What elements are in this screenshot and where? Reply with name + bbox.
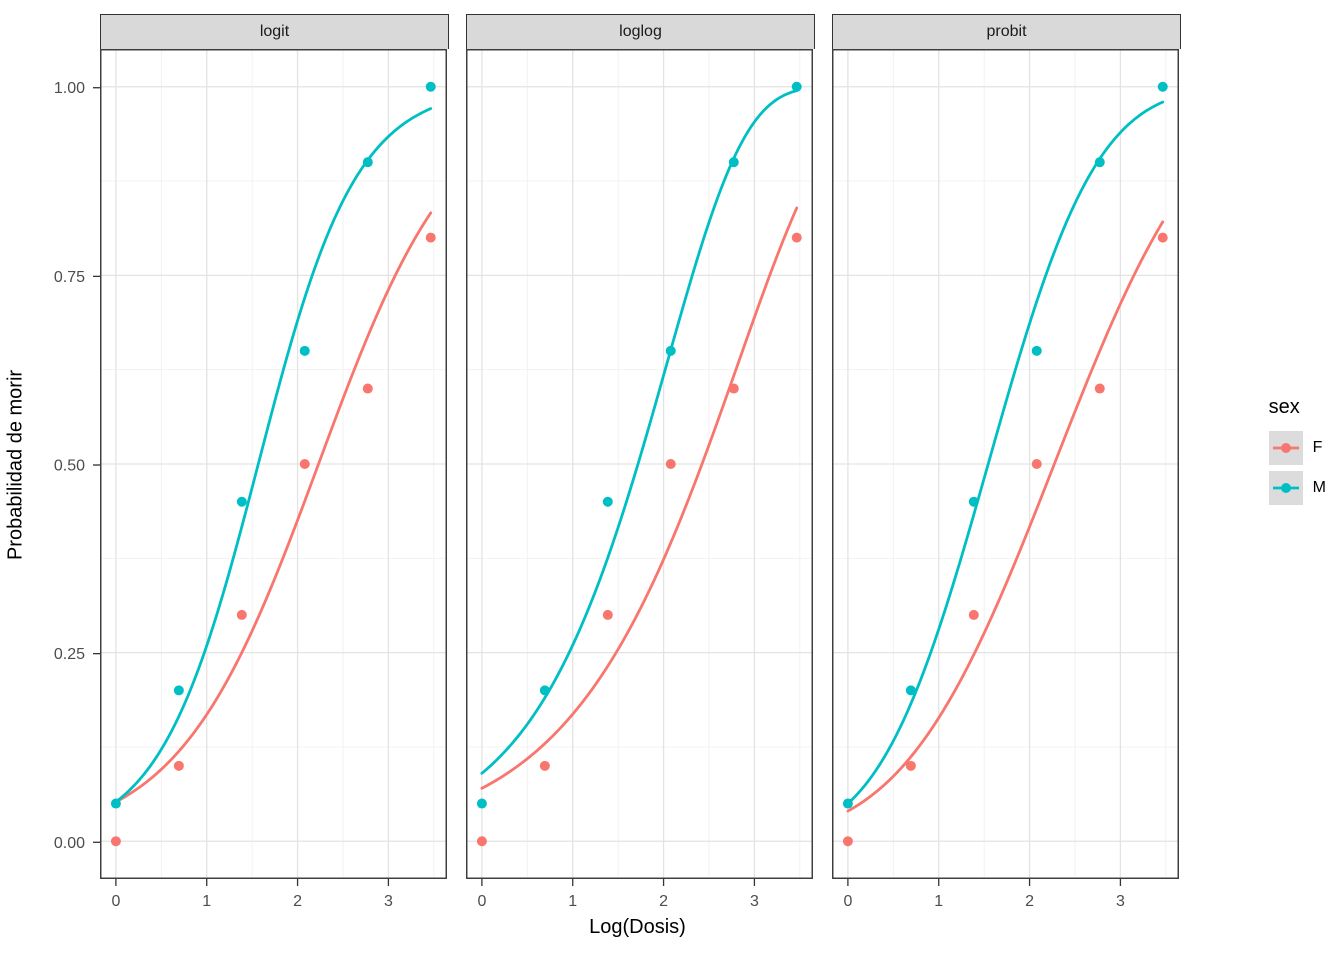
legend-item-f: F bbox=[1268, 431, 1326, 465]
facet-strip-logit: logit bbox=[100, 14, 449, 49]
svg-text:0: 0 bbox=[477, 893, 486, 910]
facet-strip-loglog: loglog bbox=[466, 14, 815, 49]
points-f bbox=[842, 232, 1168, 847]
svg-text:1.00: 1.00 bbox=[54, 80, 85, 97]
fit-curve-m bbox=[480, 89, 799, 775]
svg-text:3: 3 bbox=[750, 893, 759, 910]
facet-row: 0.00 0.25 0.50 0.75 1.00 logit 0 1 2 3 loglog 0… bbox=[22, 14, 1181, 912]
fit-curve-m bbox=[114, 107, 433, 804]
svg-text:0.25: 0.25 bbox=[54, 646, 85, 663]
legend-label-m: M bbox=[1312, 479, 1326, 496]
legend: sex F M bbox=[1268, 396, 1326, 511]
facet-panel-loglog: 0 1 2 3 bbox=[466, 49, 813, 910]
points-m bbox=[110, 81, 436, 809]
points-f bbox=[476, 232, 802, 847]
legend-title: sex bbox=[1268, 396, 1300, 418]
facet-strip-probit: probit bbox=[832, 14, 1181, 49]
svg-text:0.00: 0.00 bbox=[54, 835, 85, 852]
legend-item-m: M bbox=[1268, 471, 1326, 505]
facet-loglog: loglog 0 1 2 3 bbox=[466, 14, 815, 911]
svg-text:1: 1 bbox=[568, 893, 577, 910]
svg-text:3: 3 bbox=[384, 893, 393, 910]
svg-text:2: 2 bbox=[1025, 893, 1034, 910]
x-axis-title: Log(Dosis) bbox=[589, 916, 686, 938]
y-axis-ticks: 0.00 0.25 0.50 0.75 1.00 bbox=[54, 80, 100, 852]
facet-probit: probit 0 1 2 3 bbox=[832, 14, 1181, 911]
facet-panel-logit: 0 1 2 3 bbox=[100, 49, 447, 910]
facet-panel-probit: 0 1 2 3 bbox=[832, 49, 1179, 910]
points-m bbox=[842, 81, 1168, 809]
svg-text:0: 0 bbox=[111, 893, 120, 910]
svg-text:3: 3 bbox=[1116, 893, 1125, 910]
y-axis-title: Probabilidad de morir bbox=[4, 369, 27, 561]
fit-curve-m bbox=[846, 100, 1165, 805]
svg-text:1: 1 bbox=[202, 893, 211, 910]
svg-text:1: 1 bbox=[934, 893, 943, 910]
svg-text:2: 2 bbox=[293, 893, 302, 910]
points-f bbox=[110, 232, 436, 847]
fit-curve-f bbox=[114, 211, 433, 804]
svg-text:2: 2 bbox=[659, 893, 668, 910]
svg-text:0.50: 0.50 bbox=[54, 458, 85, 475]
legend-label-f: F bbox=[1312, 439, 1323, 456]
svg-text:0.75: 0.75 bbox=[54, 269, 85, 286]
legend-key-m-icon bbox=[1268, 471, 1303, 505]
fit-curve-f bbox=[846, 220, 1165, 813]
legend-key-f-icon bbox=[1268, 431, 1303, 465]
facet-logit: logit 0 1 2 3 bbox=[100, 14, 449, 911]
fit-curve-f bbox=[480, 206, 799, 790]
points-m bbox=[476, 81, 802, 809]
svg-text:0: 0 bbox=[843, 893, 852, 910]
y-axis: 0.00 0.25 0.50 0.75 1.00 bbox=[22, 50, 100, 912]
chart-figure: Probabilidad de morir 0.00 0.25 0.50 0.75 1.… bbox=[4, 14, 1326, 938]
